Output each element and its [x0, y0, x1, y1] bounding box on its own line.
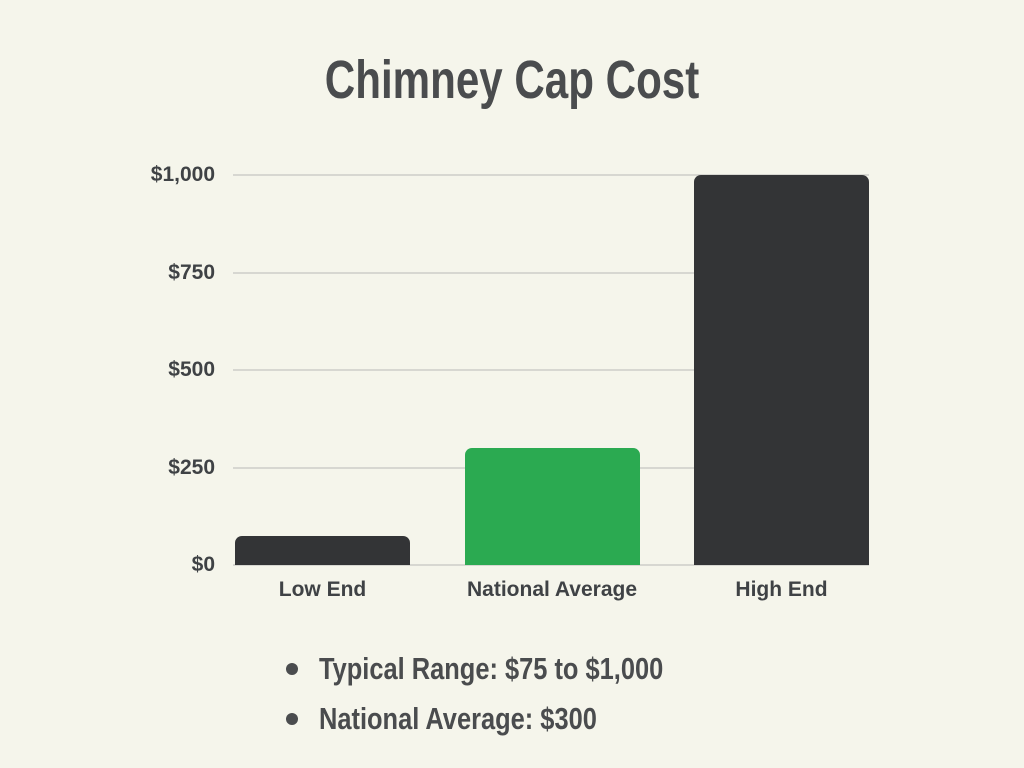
y-axis-tick-label: $750 [168, 260, 215, 284]
gridline [233, 271, 869, 274]
bar-national-average [464, 448, 640, 565]
y-axis-tick-label: $500 [168, 358, 215, 381]
bar-low-end [235, 535, 410, 565]
y-axis-tick-label: $250 [168, 455, 215, 479]
x-axis-category-label-low-end: Low End [278, 578, 367, 601]
y-axis-tick-label: $1,000 [150, 163, 215, 186]
bar-high-end [694, 175, 869, 565]
note-national-average: National Average: $300 [286, 694, 739, 744]
x-axis-category-label-high-end: High End [735, 578, 828, 601]
bullet-dot-icon [286, 713, 298, 725]
note-text: National Average: $300 [319, 701, 597, 736]
gridline [233, 174, 869, 176]
y-axis-tick-label: $0 [191, 553, 215, 576]
gridline [233, 564, 869, 566]
note-text: Typical Range: $75 to $1,000 [319, 651, 664, 686]
gridline [233, 369, 869, 371]
chart-title-text: Chimney Cap Cost [324, 50, 700, 110]
chart-title: Chimney Cap Cost [0, 50, 1024, 110]
note-typical-range: Typical Range: $75 to $1,000 [286, 644, 739, 694]
x-axis-category-label-national-average: National Average [467, 578, 637, 601]
notes-list: Typical Range: $75 to $1,000 National Av… [286, 644, 739, 744]
bullet-dot-icon [286, 663, 298, 675]
